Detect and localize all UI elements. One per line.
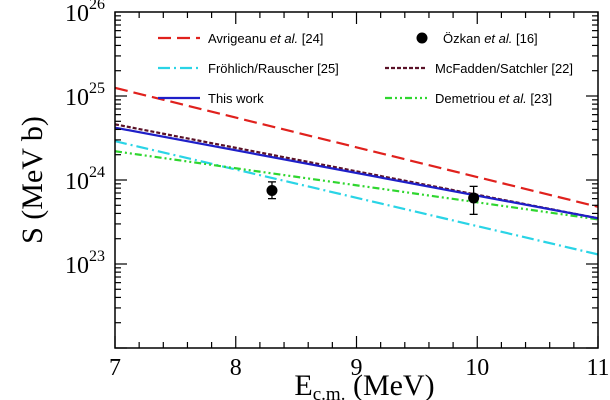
legend-label: McFadden/Satchler [22] — [435, 61, 573, 76]
data-point — [266, 184, 278, 196]
y-tick-label: 1026 — [65, 0, 105, 27]
legend-marker — [416, 32, 428, 44]
series-lines — [115, 86, 598, 256]
x-tick-label: 11 — [586, 355, 609, 381]
series-line-1 — [115, 140, 598, 256]
series-line-4 — [115, 150, 598, 221]
ticks — [114, 12, 599, 349]
legend-label: This work — [208, 91, 264, 106]
series-line-0 — [115, 86, 598, 208]
x-tick-label: 7 — [109, 355, 121, 381]
y-tick-label: 1025 — [65, 80, 105, 111]
legend-label: Özkan et al. [16] — [443, 31, 538, 46]
y-tick-label: 1023 — [65, 248, 105, 279]
y-tick-label: 1024 — [65, 164, 105, 195]
x-tick-label: 8 — [230, 355, 242, 381]
legend-label: Demetriou et al. [23] — [435, 91, 552, 106]
data-point — [468, 192, 480, 204]
x-tick-label: 10 — [465, 355, 489, 381]
data-points — [266, 181, 480, 216]
legend-label: Fröhlich/Rauscher [25] — [208, 61, 339, 76]
x-axis-title: Ec.m. (MeV) — [294, 369, 434, 400]
series-line-2 — [115, 126, 598, 220]
legend: Avrigeanu et al. [24] Özkan et al. [16] Fr… — [158, 31, 573, 106]
y-axis-title: S (MeV b) — [16, 116, 49, 244]
x-tick-label: 9 — [351, 355, 363, 381]
legend-label: Avrigeanu et al. [24] — [208, 31, 323, 46]
